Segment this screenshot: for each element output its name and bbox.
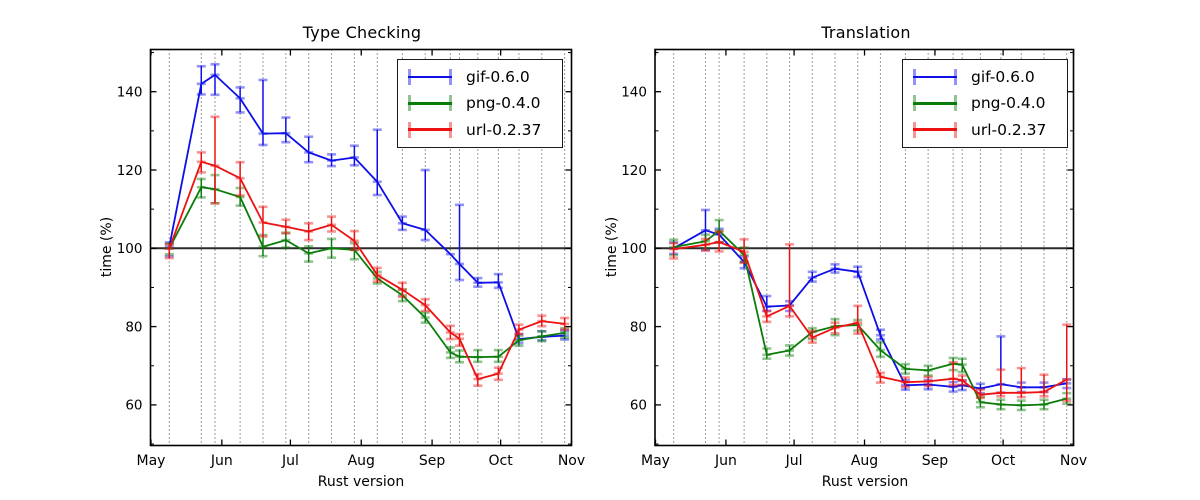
series-line-png [168, 186, 565, 359]
legend-label: png-0.4.0 [466, 94, 541, 113]
y-tick-label: 120 [117, 163, 143, 179]
x-tick-label: Sep [419, 453, 446, 469]
series-png [164, 173, 570, 364]
y-tick-label: 60 [630, 398, 647, 414]
legend-item-url: url-0.2.37 [913, 117, 1061, 143]
x-tick-label: May [137, 453, 166, 469]
series-line-png [673, 229, 1067, 407]
legend-label: png-0.4.0 [971, 94, 1046, 113]
errorbar-glyph-png-icon [408, 94, 452, 112]
errorbar-glyph-png-icon [913, 94, 957, 112]
y-tick-label: 80 [125, 319, 142, 335]
ticks [150, 49, 573, 446]
series-line-url [168, 160, 565, 381]
errorbar-glyph-url-icon [408, 121, 452, 139]
y-tick-label: 140 [621, 85, 647, 101]
x-tick-label: Nov [1060, 453, 1087, 469]
series-gif [669, 208, 1072, 395]
x-tick-label: Aug [851, 453, 878, 469]
x-tick-label: Jun [714, 453, 737, 469]
y-axis-label-right: time (%) [604, 216, 620, 278]
legend-item-url: url-0.2.37 [408, 117, 556, 143]
y-tick-label: 120 [621, 163, 647, 179]
x-axis-label-left: Rust version [317, 474, 405, 490]
x-tick-label: Nov [558, 453, 585, 469]
legend-item-gif: gif-0.6.0 [913, 64, 1061, 90]
x-tick-label: Oct [991, 453, 1016, 469]
y-tick-label: 140 [117, 85, 143, 101]
plot-type-checking: 140 120 100 80 60 May Jun Jul Aug Sep Oct Nov [117, 48, 585, 470]
legend-label: gif-0.6.0 [971, 68, 1035, 87]
series-line-url [673, 241, 1068, 396]
errorbar-glyph-gif-icon [408, 68, 452, 86]
y-axis-label-left: time (%) [99, 216, 115, 278]
series-url [669, 230, 1072, 403]
x-tick-label: Oct [489, 453, 514, 469]
y-tick-label: 100 [621, 241, 647, 257]
x-tick-label: Aug [348, 453, 375, 469]
legend-left: gif-0.6.0 png-0.4.0 url-0.2.37 [397, 59, 563, 148]
x-axis-label-right: Rust version [821, 474, 909, 490]
y-tick-label: 80 [630, 319, 647, 335]
errorbar-glyph-gif-icon [913, 68, 957, 86]
series-line-gif [168, 74, 565, 341]
series-line-gif [673, 229, 1067, 390]
legend-item-png: png-0.4.0 [408, 90, 556, 116]
series-url [164, 115, 570, 388]
plot-title-translation: Translation [821, 23, 911, 42]
x-tick-label: Jun [210, 453, 233, 469]
x-tick-label: Jul [281, 453, 299, 469]
legend-label: gif-0.6.0 [466, 68, 530, 87]
y-tick-label: 60 [125, 398, 142, 414]
legend-label: url-0.2.37 [466, 120, 542, 139]
errorbar-glyph-url-icon [913, 121, 957, 139]
y-tick-label: 100 [117, 241, 143, 257]
legend-right: gif-0.6.0 png-0.4.0 url-0.2.37 [902, 59, 1068, 148]
plot-title-type-checking: Type Checking [302, 23, 422, 42]
ticks [654, 49, 1075, 446]
x-tick-label: May [641, 453, 670, 469]
tick-labels: 140 120 100 80 60 May Jun Jul Aug Sep Oct Nov [621, 85, 1087, 470]
legend-item-gif: gif-0.6.0 [408, 64, 556, 90]
legend-label: url-0.2.37 [971, 120, 1047, 139]
tick-labels: 140 120 100 80 60 May Jun Jul Aug Sep Oct Nov [117, 85, 585, 470]
x-tick-label: Sep [922, 453, 949, 469]
plot-translation: 140 120 100 80 60 May Jun Jul Aug Sep Oct Nov [621, 48, 1087, 470]
x-tick-label: Jul [785, 453, 803, 469]
legend-item-png: png-0.4.0 [913, 90, 1061, 116]
